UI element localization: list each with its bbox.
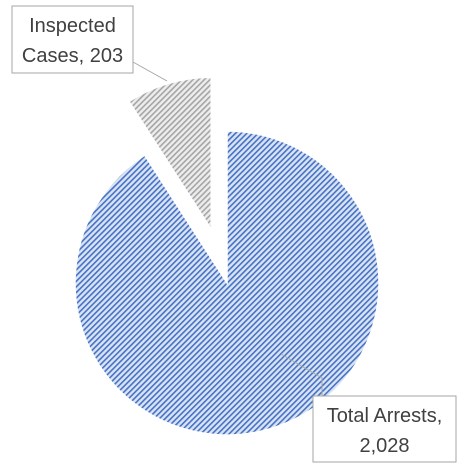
slice-layer: [74, 76, 380, 436]
data-label-total-arrests: Total Arrests, 2,028: [312, 395, 457, 463]
data-label-total-arrests-line1: Total Arrests,: [327, 405, 443, 427]
pie-slice-total-arrests: [74, 130, 380, 436]
pie-slice-inspected-cases: [127, 76, 212, 232]
data-label-inspected-cases: Inspected Cases, 203: [11, 5, 134, 74]
data-label-total-arrests-box: [312, 395, 457, 463]
leader-line-inspected-cases: [132, 61, 168, 82]
data-label-inspected-cases-line2: Cases, 203: [22, 45, 123, 67]
data-label-inspected-cases-line1: Inspected: [29, 15, 116, 37]
leader-line-total-arrests: [280, 353, 323, 396]
data-label-inspected-cases-box: [11, 5, 134, 74]
data-label-total-arrests-line2: 2,028: [359, 435, 409, 457]
